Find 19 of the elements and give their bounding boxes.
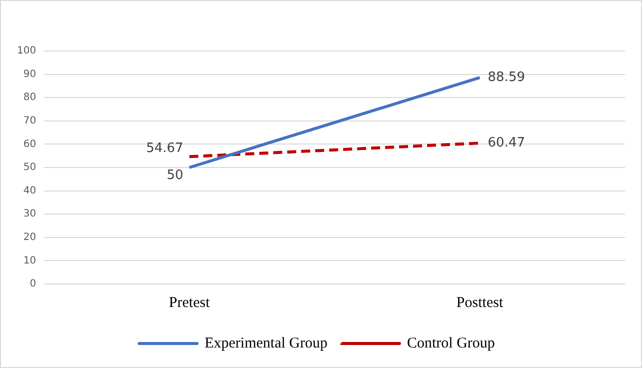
y-tick-label: 90 [23, 68, 36, 80]
legend-label: Experimental Group [204, 335, 328, 352]
x-tick-label: Pretest [168, 294, 211, 311]
y-tick-label: 20 [23, 232, 36, 243]
x-tick-label: Posttest [456, 294, 504, 311]
data-label: 54.67 [146, 140, 184, 156]
y-tick-label: 70 [23, 115, 36, 126]
y-tick-label: 30 [23, 208, 36, 220]
y-tick-label: 10 [23, 255, 36, 266]
y-tick-label: 50 [23, 162, 36, 174]
data-label: 60.47 [488, 135, 525, 150]
data-label: 88.59 [488, 70, 525, 85]
legend-label: Control Group [406, 335, 495, 352]
y-tick-label: 0 [30, 278, 36, 290]
y-tick-label: 80 [23, 92, 36, 104]
y-tick-label: 60 [23, 138, 36, 150]
y-tick-label: 40 [23, 185, 36, 196]
y-tick-label: 100 [16, 46, 36, 57]
data-label: 50 [166, 168, 184, 183]
